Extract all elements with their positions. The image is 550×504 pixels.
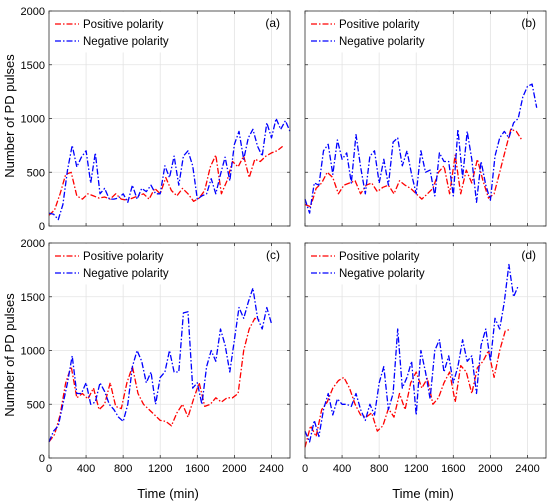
legend: Positive polarity Negative polarity (49, 11, 176, 53)
y-tick-label: 1000 (21, 114, 45, 126)
x-tick-label: 1200 (404, 463, 428, 475)
legend-label: Positive polarity (339, 19, 420, 31)
legend-label: Positive polarity (83, 19, 164, 31)
legend-box (305, 243, 432, 285)
legend: Positive polarity Negative polarity (305, 11, 432, 53)
y-tick-label: 0 (39, 221, 45, 233)
y-tick-label: 0 (39, 453, 45, 465)
x-tick-label: 2000 (478, 463, 502, 475)
y-tick-label: 2000 (21, 238, 45, 250)
legend-label: Negative polarity (339, 36, 425, 48)
legend-label: Negative polarity (83, 268, 169, 280)
x-axis-label-left: Time (min) (137, 486, 199, 501)
x-tick-label: 800 (114, 463, 132, 475)
legend-label: Negative polarity (339, 268, 425, 280)
legend-label: Negative polarity (83, 36, 169, 48)
series-line-positive (304, 328, 512, 448)
x-tick-label: 400 (333, 463, 351, 475)
series-line-negative (48, 117, 291, 221)
legend-label: Positive polarity (339, 251, 420, 263)
y-tick-label: 1000 (21, 346, 45, 358)
panel-a: 0 500 1000 1500 2000 (a) Positive polarity Nega… (21, 6, 291, 233)
series-line-negative (304, 263, 519, 443)
x-tick-label: 0 (46, 463, 52, 475)
x-tick-label: 1600 (185, 463, 209, 475)
series-line-positive (48, 145, 284, 216)
series-line-positive (304, 128, 523, 208)
x-tick-label: 0 (302, 463, 308, 475)
y-axis-label-top: Number of PD pulses (2, 54, 17, 178)
panel-c: 0 400 800 1200 1600 2000 2400 0 500 1000 1500 2000 (… (21, 238, 291, 475)
x-tick-label: 2400 (259, 463, 283, 475)
y-tick-label: 500 (27, 167, 45, 179)
x-tick-label: 1600 (441, 463, 465, 475)
panel-letter: (d) (521, 248, 536, 262)
legend-box (49, 11, 176, 53)
x-tick-label: 2000 (222, 463, 246, 475)
y-tick-label: 1500 (21, 292, 45, 304)
legend-box (49, 243, 176, 285)
panel-letter: (a) (265, 16, 280, 30)
legend: Positive polarity Negative polarity (49, 243, 176, 285)
series-line-negative (304, 83, 538, 214)
x-tick-label: 800 (370, 463, 388, 475)
panel-letter: (b) (521, 16, 536, 30)
legend-box (305, 11, 432, 53)
x-tick-label: 1200 (148, 463, 172, 475)
series-line-negative (48, 287, 273, 443)
legend-label: Positive polarity (83, 251, 164, 263)
x-tick-label: 2400 (515, 463, 539, 475)
legend: Positive polarity Negative polarity (305, 243, 432, 285)
x-axis-label-right: Time (min) (392, 486, 454, 501)
y-tick-label: 1500 (21, 60, 45, 72)
panel-d: 0 400 800 1200 1600 2000 2400 (d) Positive polar… (302, 242, 547, 475)
y-tick-label: 2000 (21, 6, 45, 18)
panel-b: (b) Positive polarity Negative polarity (304, 10, 547, 227)
series-line-positive (48, 317, 261, 443)
y-axis-label-bottom: Number of PD pulses (2, 293, 17, 417)
x-tick-label: 400 (77, 463, 95, 475)
y-tick-label: 500 (27, 399, 45, 411)
panel-letter: (c) (266, 248, 280, 262)
